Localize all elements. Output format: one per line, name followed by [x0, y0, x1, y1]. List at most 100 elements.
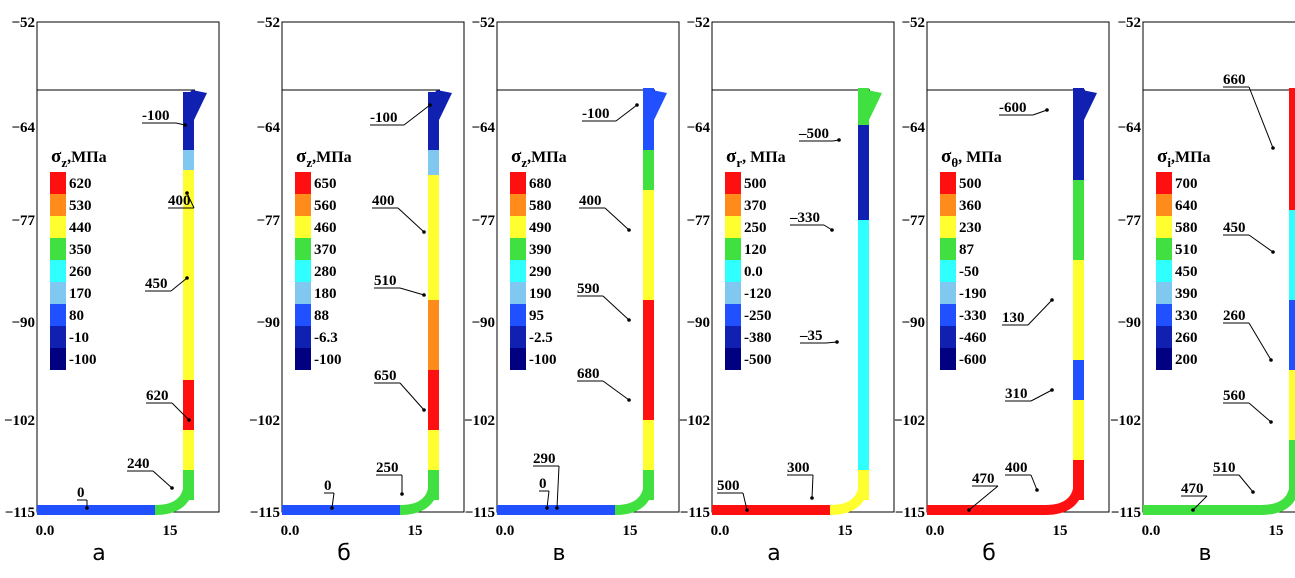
legend-label: -100 [314, 352, 342, 368]
annotation: –500 [798, 126, 829, 142]
legend-swatch [510, 304, 526, 326]
annotation-point [85, 506, 89, 510]
legend-label: -600 [959, 352, 987, 368]
legend-swatch [510, 194, 526, 216]
axis-frame [1142, 21, 1295, 513]
part-strip [1289, 300, 1295, 370]
annotation-point [400, 492, 404, 496]
legend-swatch [940, 348, 956, 370]
legend-swatch [50, 304, 66, 326]
annotation-point [627, 398, 631, 402]
legend-label: 260 [1175, 330, 1198, 346]
annotation-leader [171, 402, 190, 421]
annotation-point [967, 508, 971, 512]
annotation: 240 [127, 456, 150, 472]
y-tick-label: −77 [256, 213, 280, 229]
legend-swatch [510, 172, 526, 194]
legend-swatch [1156, 260, 1172, 282]
legend-label: 490 [529, 220, 552, 236]
legend-symbol: σ [726, 146, 737, 167]
annotation-point [1271, 146, 1275, 150]
annotation-leader [615, 104, 638, 122]
annotation: –330 [789, 210, 820, 226]
annotation: 450 [145, 276, 168, 292]
x-tick-label: 0.0 [36, 523, 55, 539]
legend-label: 640 [1175, 198, 1198, 214]
annotation-leader [811, 474, 814, 499]
annotation: 290 [533, 451, 556, 467]
y-tick-label: −64 [901, 120, 925, 136]
legend-swatch [1156, 238, 1172, 260]
annotation-leader [1030, 474, 1038, 491]
annotation-leader [1248, 322, 1272, 361]
y-tick-label: −64 [1117, 120, 1141, 136]
y-tick-label: −115 [895, 505, 925, 521]
legend-label: -10 [69, 330, 89, 346]
annotation-leader [602, 295, 630, 321]
legend-swatch [1156, 216, 1172, 238]
annotation-leader [1032, 109, 1048, 116]
legend-label: 510 [1175, 242, 1198, 258]
legend-label: 80 [69, 308, 84, 324]
legend-subscript: θ [951, 155, 958, 170]
annotation: 560 [1223, 388, 1246, 404]
x-tick-label: 0.0 [926, 523, 945, 539]
y-tick-label: −115 [680, 505, 710, 521]
annotation-point [830, 228, 834, 232]
part-strip [428, 470, 439, 500]
y-tick-label: −52 [1117, 15, 1141, 31]
part-strip [643, 150, 654, 190]
legend-label: 360 [959, 198, 982, 214]
annotation-point [185, 191, 189, 195]
legend-swatch [295, 326, 311, 348]
legend-swatch [50, 216, 66, 238]
legend-swatch [725, 194, 741, 216]
axis-frame [711, 21, 895, 513]
legend-swatch [50, 260, 66, 282]
legend-swatch [725, 216, 741, 238]
annotation: 250 [376, 460, 399, 476]
y-tick-label: −102 [679, 413, 710, 429]
legend-unit: ,МПа [1171, 149, 1211, 166]
annotation: 660 [1223, 72, 1246, 88]
part-bottom [37, 505, 157, 515]
legend-swatch [1156, 326, 1172, 348]
part-bottom [712, 505, 832, 515]
y-tick-label: −102 [249, 413, 280, 429]
legend-swatch [940, 304, 956, 326]
legend-label: 390 [529, 242, 552, 258]
legend-label: 230 [959, 220, 982, 236]
part-strip [183, 170, 194, 380]
legend-swatch [50, 326, 66, 348]
legend-subscript: z [61, 155, 67, 170]
legend-swatch [1156, 282, 1172, 304]
legend-swatch [295, 260, 311, 282]
annotation-point [1251, 490, 1255, 494]
y-tick-label: −77 [471, 213, 495, 229]
x-tick-label: 0.0 [711, 523, 730, 539]
legend-title: σr, МПа [726, 146, 786, 170]
annotation-point [1191, 508, 1195, 512]
legend-swatch [1156, 348, 1172, 370]
annotation: 300 [787, 460, 810, 476]
legend-label: 390 [1175, 286, 1198, 302]
annotation-leader [170, 277, 188, 292]
legend-label: 530 [69, 198, 92, 214]
annotation: 0 [77, 485, 85, 501]
part-bottom [1143, 505, 1263, 515]
annotation-point [1045, 108, 1049, 112]
legend-label: -380 [744, 330, 772, 346]
legend-label: 650 [314, 176, 337, 192]
legend-label: 87 [959, 242, 975, 258]
part-strip [643, 88, 654, 150]
part-flare [643, 90, 667, 120]
legend-label: 180 [314, 286, 337, 302]
legend-label: 190 [529, 286, 552, 302]
annotation: 620 [146, 388, 169, 404]
caption: а [767, 541, 780, 566]
annotation-leader [1030, 389, 1053, 402]
part-bottom [282, 505, 402, 515]
